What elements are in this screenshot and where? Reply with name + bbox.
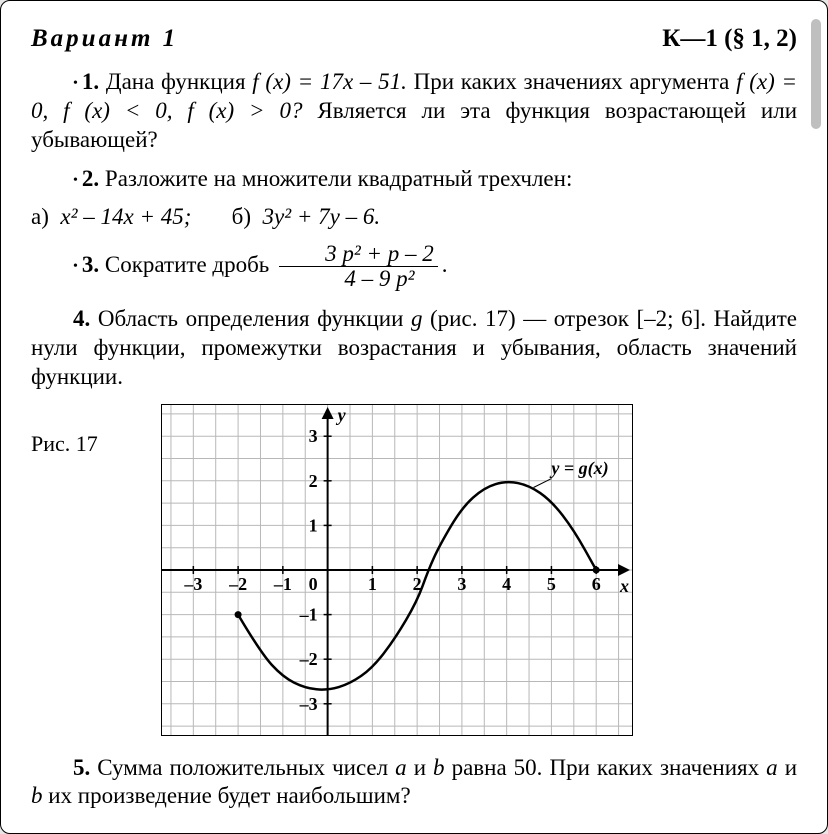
svg-text:5: 5 <box>547 574 556 594</box>
svg-text:–1: –1 <box>273 574 292 594</box>
problem-2-parts: а) x² – 14x + 45; б) 3y² + 7y – 6. <box>31 203 797 232</box>
problem-4: 4. Область определения функции g (рис. 1… <box>31 305 797 391</box>
problem-number: 5. <box>73 755 90 780</box>
svg-text:y = g(x): y = g(x) <box>549 458 608 479</box>
part-a-label: а) <box>31 204 49 229</box>
svg-text:–3: –3 <box>299 693 318 713</box>
svg-text:–2: –2 <box>228 574 247 594</box>
expr: f (x) > 0? <box>187 98 302 123</box>
svg-text:1: 1 <box>368 574 377 594</box>
function-plot: –3–2–1123456–3–2–11230xyy = g(x) <box>161 404 633 736</box>
svg-text:4: 4 <box>502 574 511 594</box>
svg-text:1: 1 <box>309 515 318 535</box>
expr: f (x) < 0, <box>63 98 172 123</box>
scrollbar-thumb[interactable] <box>811 19 821 129</box>
figure-row: Рис. 17 –3–2–1123456–3–2–11230xyy = g(x) <box>31 404 797 736</box>
bullet-icon: • <box>73 173 78 188</box>
svg-text:3: 3 <box>309 426 318 446</box>
svg-text:0: 0 <box>309 574 318 594</box>
text: и <box>778 755 797 780</box>
problem-number: 3. <box>82 252 99 277</box>
expr: f (x) = 17x – 51. <box>252 69 407 94</box>
svg-text:x: x <box>619 576 629 596</box>
part-b-label: б) <box>232 204 251 229</box>
svg-text:–3: –3 <box>183 574 202 594</box>
var-a: a <box>395 755 407 780</box>
text: Сумма положительных чисел <box>97 755 395 780</box>
fraction-numerator: 3 p² + p – 2 <box>279 242 438 267</box>
bullet-icon: • <box>73 76 78 91</box>
fraction-denominator: 4 – 9 p² <box>279 267 438 291</box>
svg-text:–1: –1 <box>299 604 318 624</box>
text: Сократите дробь <box>105 252 269 277</box>
text: Область определения функции <box>98 306 411 331</box>
problem-2: • 2. Разложите на множители квадратный тр… <box>31 165 797 194</box>
problem-number: 1. <box>82 69 99 94</box>
var-b: b <box>433 755 445 780</box>
svg-text:6: 6 <box>592 574 601 594</box>
bullet-icon: • <box>73 259 78 274</box>
text: равна 50. При каких значениях <box>445 755 767 780</box>
text: их произведение будет наибольшим? <box>43 783 411 808</box>
problem-5: 5. Сумма положительных чисел a и b равна… <box>31 754 797 812</box>
part-a-expr: x² – 14x + 45; <box>60 204 191 229</box>
variant-title: Вариант 1 <box>31 23 178 54</box>
figure-label: Рис. 17 <box>31 404 161 458</box>
var-b: b <box>31 783 43 808</box>
problem-1: • 1. Дана функция f (x) = 17x – 51. При к… <box>31 68 797 154</box>
svg-text:–2: –2 <box>299 649 318 669</box>
g-var: g <box>411 306 423 331</box>
svg-text:3: 3 <box>457 574 466 594</box>
text: При каких значениях аргумента <box>407 69 736 94</box>
header-row: Вариант 1 К—1 (§ 1, 2) <box>31 23 797 54</box>
part-b-expr: 3y² + 7y – 6. <box>263 204 381 229</box>
problem-3: • 3. Сократите дробь 3 p² + p – 2 4 – 9 p… <box>31 242 797 291</box>
problem-number: 4. <box>73 306 90 331</box>
svg-text:y: y <box>336 405 347 425</box>
k-code: К—1 (§ 1, 2) <box>662 23 797 54</box>
var-a: a <box>766 755 778 780</box>
problem-number: 2. <box>82 166 99 191</box>
page: Вариант 1 К—1 (§ 1, 2) • 1. Дана функция … <box>0 0 828 834</box>
text: и <box>407 755 433 780</box>
svg-text:2: 2 <box>309 470 318 490</box>
text: Дана функция <box>106 69 252 94</box>
period: . <box>442 252 448 277</box>
text: Разложите на множители квадратный трехчл… <box>105 166 572 191</box>
fraction: 3 p² + p – 2 4 – 9 p² <box>275 242 442 291</box>
